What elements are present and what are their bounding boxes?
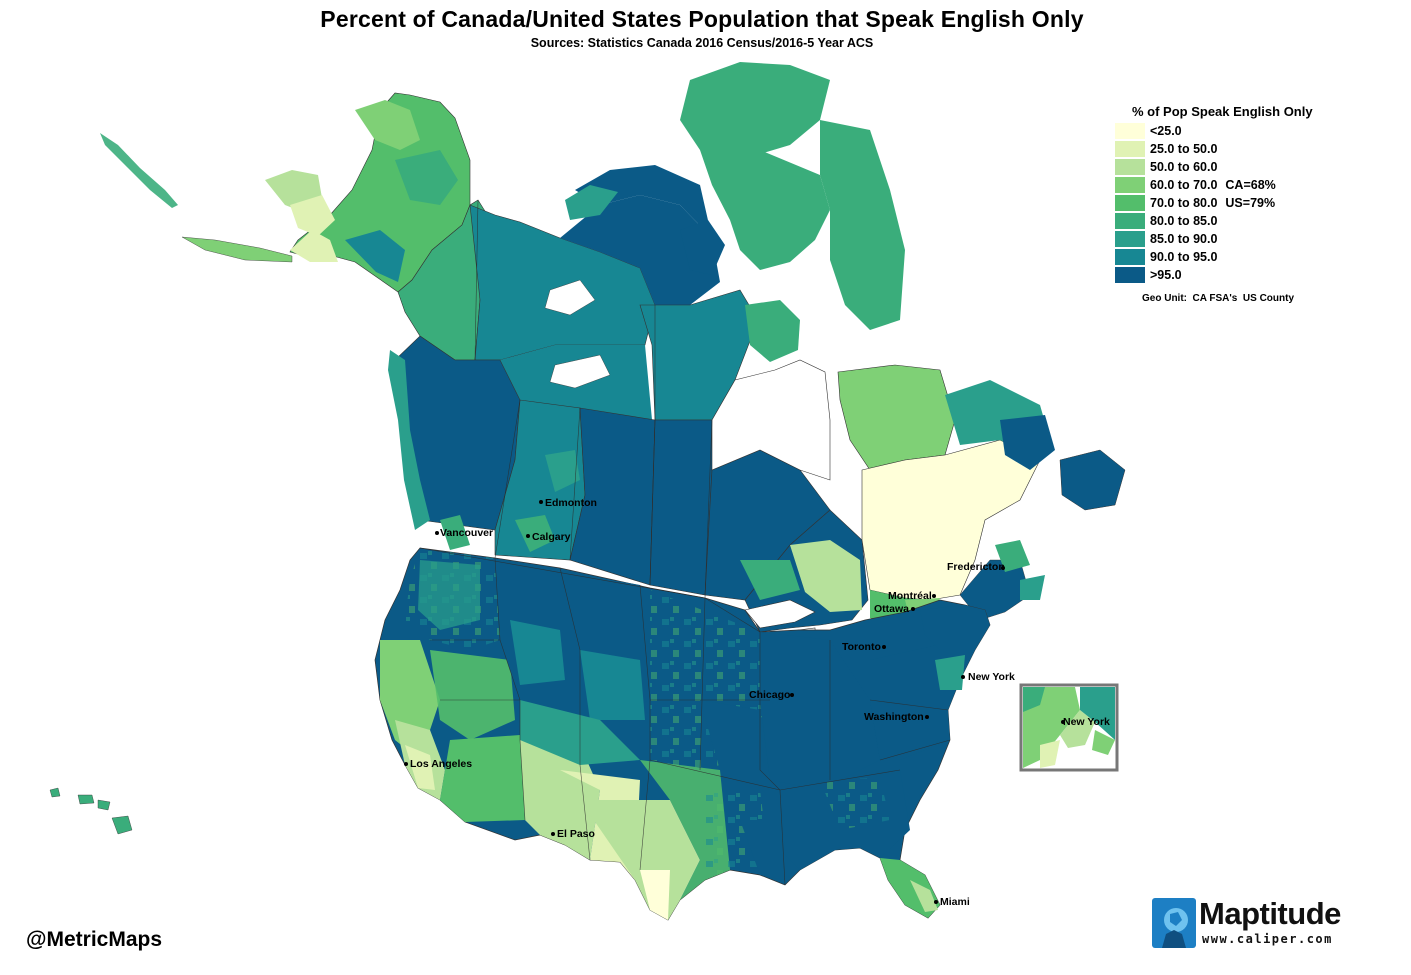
legend-row: <25.0: [1115, 122, 1365, 140]
legend-row: 60.0 to 70.0 CA=68%: [1115, 176, 1365, 194]
legend-swatch: [1115, 231, 1145, 247]
legend-label: <25.0: [1150, 124, 1182, 138]
legend-label: 25.0 to 50.0: [1150, 142, 1218, 156]
city-label-fredericton: Fredericton: [947, 561, 1005, 573]
chicago-marker: [790, 693, 794, 697]
inset-label-new-york: New York: [1063, 716, 1110, 728]
city-label-ottawa: Ottawa: [874, 603, 909, 615]
legend-row: 70.0 to 80.0 US=79%: [1115, 194, 1365, 212]
el-paso-marker: [551, 832, 555, 836]
montreal-marker: [932, 594, 936, 598]
city-label-new-york: New York: [968, 671, 1015, 683]
legend-label: 60.0 to 70.0: [1150, 178, 1218, 192]
legend-row: 80.0 to 85.0: [1115, 212, 1365, 230]
city-label-toronto: Toronto: [842, 641, 881, 653]
legend-label: 50.0 to 60.0: [1150, 160, 1218, 174]
legend-label: 90.0 to 95.0: [1150, 250, 1218, 264]
legend-note: CA=68%: [1225, 178, 1276, 192]
legend-swatch: [1115, 141, 1145, 157]
city-label-vancouver: Vancouver: [440, 527, 493, 539]
legend-row: 85.0 to 90.0: [1115, 230, 1365, 248]
contiguous-us: [374, 547, 991, 921]
city-label-edmonton: Edmonton: [545, 497, 597, 509]
canada-north: [397, 62, 905, 421]
new-york-inset: [1019, 683, 1119, 772]
hudson-bay: [711, 359, 831, 481]
map-subtitle: Sources: Statistics Canada 2016 Census/2…: [530, 36, 874, 50]
legend-swatch: [1115, 177, 1145, 193]
legend-row: 90.0 to 95.0: [1115, 248, 1365, 266]
toronto-marker: [882, 645, 886, 649]
boundary-lines: [419, 199, 951, 886]
city-labels: Edmonton Calgary Vancouver Fredericton M…: [410, 497, 1110, 908]
city-label-chicago: Chicago: [749, 689, 790, 701]
city-label-los-angeles: Los Angeles: [410, 758, 472, 770]
legend-label: 80.0 to 85.0: [1150, 214, 1218, 228]
legend-swatch: [1115, 249, 1145, 265]
city-label-montreal: Montréal: [888, 590, 932, 602]
city-label-miami: Miami: [940, 896, 970, 908]
legend-row: 50.0 to 60.0: [1115, 158, 1365, 176]
author-handle: @MetricMaps: [26, 928, 163, 951]
edmonton-marker: [539, 500, 543, 504]
city-label-washington: Washington: [864, 711, 924, 723]
legend-row: 25.0 to 50.0: [1115, 140, 1365, 158]
city-label-el-paso: El Paso: [557, 828, 595, 840]
legend-swatch: [1115, 213, 1145, 229]
legend-swatch: [1115, 159, 1145, 175]
legend-title: % of Pop Speak English Only: [1132, 104, 1313, 119]
legend-swatch: [1115, 267, 1145, 283]
calgary-marker: [526, 534, 530, 538]
map-legend: % of Pop Speak English Only <25.0 25.0 to…: [1115, 104, 1365, 284]
inset-new-york-marker: [1061, 720, 1065, 724]
logo-name: Maptitude: [1199, 896, 1341, 931]
legend-swatch: [1115, 123, 1145, 139]
legend-label: 85.0 to 90.0: [1150, 232, 1218, 246]
legend-note: US=79%: [1225, 196, 1276, 210]
city-markers: [404, 500, 1065, 904]
legend-label: 70.0 to 80.0: [1150, 196, 1218, 210]
ottawa-marker: [911, 607, 915, 611]
canada-west: [388, 335, 831, 601]
fredericton-marker: [1001, 566, 1005, 570]
hawaii: [49, 787, 133, 835]
alaska-region: [100, 92, 471, 336]
new-york-marker: [961, 675, 965, 679]
washington-marker: [925, 715, 929, 719]
legend-row: >95.0: [1115, 266, 1365, 284]
miami-marker: [934, 900, 938, 904]
geo-unit-note: Geo Unit: CA FSA's US County: [1142, 293, 1295, 304]
maptitude-logo: Maptitude www.caliper.com: [1152, 896, 1352, 950]
canada-east: [740, 364, 1126, 633]
city-label-calgary: Calgary: [532, 531, 571, 543]
legend-label: >95.0: [1150, 268, 1182, 282]
los-angeles-marker: [404, 762, 408, 766]
logo-url: www.caliper.com: [1202, 932, 1333, 946]
legend-swatch: [1115, 195, 1145, 211]
vancouver-marker: [435, 531, 439, 535]
map-title: Percent of Canada/United States Populati…: [320, 6, 1084, 32]
globe-head-icon: [1152, 898, 1196, 948]
